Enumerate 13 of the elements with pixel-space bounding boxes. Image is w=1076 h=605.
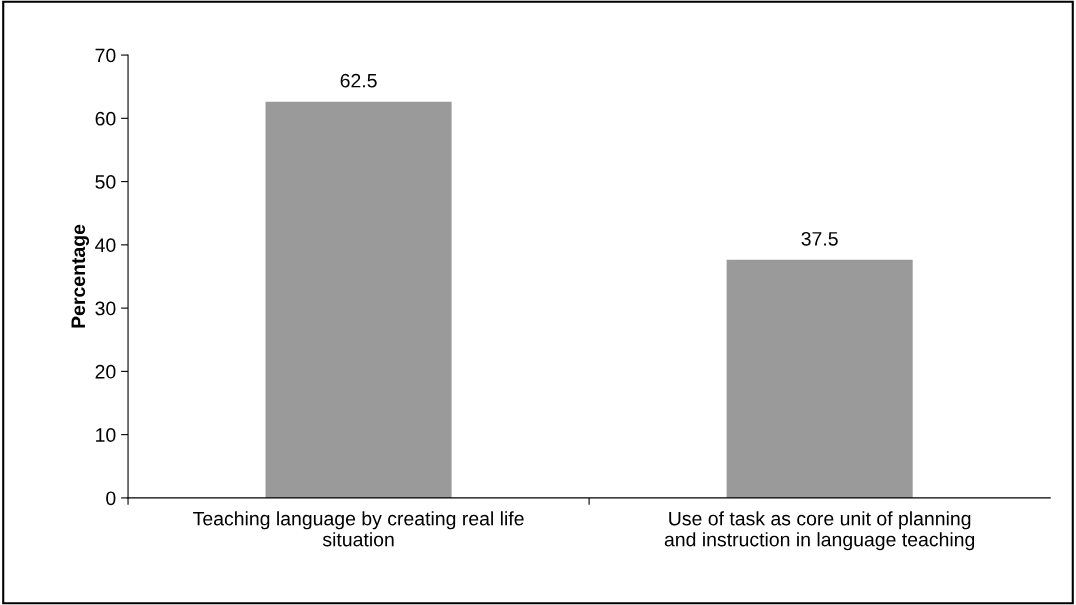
y-tick-label: 20 — [95, 364, 116, 379]
data-label: 62.5 — [340, 73, 377, 88]
y-tick-label: 70 — [95, 48, 116, 63]
x-tick-label: Teaching language by creating real life situation — [193, 511, 524, 547]
y-tick-label: 40 — [95, 238, 116, 253]
y-tick-label: 50 — [95, 175, 116, 189]
y-tick-label: 0 — [106, 491, 116, 506]
y-tick-label: 60 — [95, 111, 116, 126]
y-tick-label: 10 — [96, 428, 116, 442]
data-label: 37.5 — [801, 231, 838, 246]
x-tick-label: Use of task as core unit of planning and instruction in language teaching — [664, 511, 975, 551]
y-tick-label: 30 — [95, 301, 116, 316]
y-axis-title: Percentage — [71, 224, 90, 328]
